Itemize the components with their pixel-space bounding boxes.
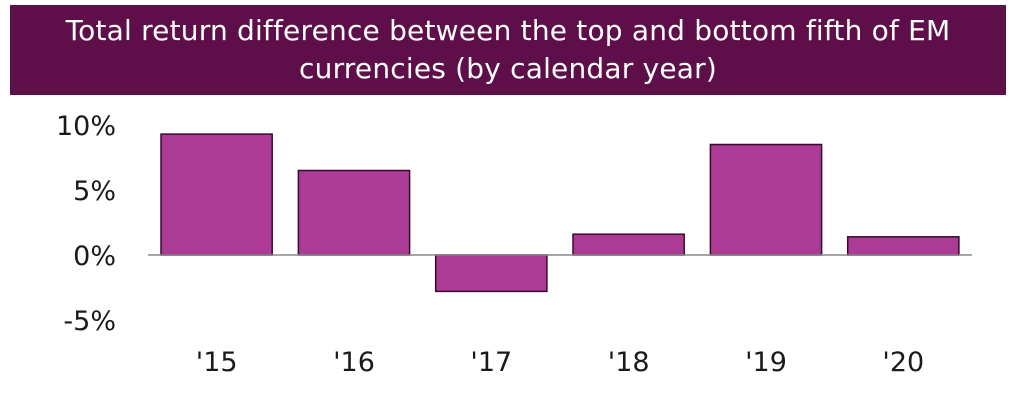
bar-20 xyxy=(846,236,960,256)
x-tick-label: '20 xyxy=(882,347,924,378)
bar-19 xyxy=(709,143,823,256)
x-axis-labels: '15 '16 '17 '18 '19 '20 xyxy=(196,347,924,378)
y-tick-label: 10% xyxy=(56,111,116,142)
y-tick-label: 0% xyxy=(73,241,116,272)
y-tick-label: 5% xyxy=(73,176,116,207)
x-tick-label: '17 xyxy=(470,347,512,378)
bar-15 xyxy=(160,133,273,256)
chart-title-banner: Total return difference between the top … xyxy=(10,5,1006,95)
x-tick-label: '19 xyxy=(745,347,787,378)
bar-17 xyxy=(434,254,548,293)
bar-16 xyxy=(297,169,411,256)
bars-group xyxy=(160,133,960,293)
y-axis-labels: 10% 5% 0% -5% xyxy=(56,111,116,337)
x-tick-label: '16 xyxy=(333,347,375,378)
bar-18 xyxy=(572,233,685,256)
x-tick-label: '18 xyxy=(608,347,650,378)
x-tick-label: '15 xyxy=(196,347,238,378)
y-tick-label: -5% xyxy=(63,306,116,337)
chart-title: Total return difference between the top … xyxy=(65,14,951,85)
